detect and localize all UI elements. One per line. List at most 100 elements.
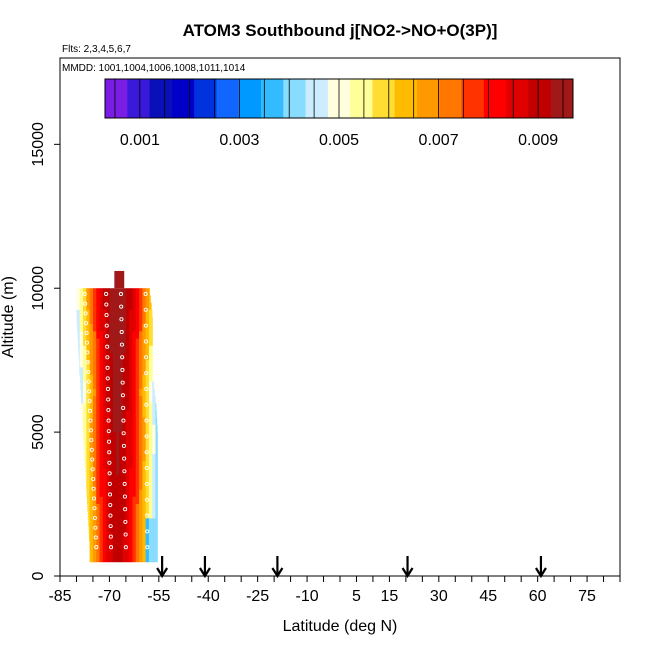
curtain-cell <box>106 504 111 512</box>
curtain-cell <box>96 511 101 520</box>
curtain-cell <box>116 453 120 462</box>
colorbar-swatch <box>350 79 373 118</box>
curtain-cell <box>129 309 134 318</box>
curtain-cell <box>132 525 137 534</box>
curtain-cell <box>125 460 130 469</box>
curtain-cell <box>152 460 157 469</box>
curtain-cell <box>135 482 140 491</box>
curtain-cell <box>139 417 143 426</box>
x-tick-label: -85 <box>48 588 71 605</box>
curtain-cell <box>145 331 150 340</box>
sample-point <box>120 355 125 360</box>
sample-point <box>144 450 149 455</box>
curtain-cell <box>106 295 111 304</box>
curtain-cell <box>99 317 104 325</box>
sample-point <box>145 529 150 534</box>
curtain-cell <box>148 468 153 476</box>
curtain-cell <box>155 453 158 462</box>
curtain-cell <box>92 489 97 498</box>
curtain-cell <box>135 302 140 311</box>
curtain-cell <box>125 424 130 433</box>
curtain-cell <box>92 288 97 297</box>
curtain-cell <box>142 324 147 332</box>
curtain-cell <box>152 403 157 412</box>
curtain-cell <box>122 381 127 390</box>
curtain-cell <box>89 367 94 376</box>
curtain-cell <box>116 540 120 548</box>
curtain-cell <box>89 381 94 390</box>
curtain-cell <box>92 302 97 311</box>
curtain-cell <box>89 302 94 311</box>
chart-subtitle-flights: Flts: 2,3,4,5,6,7 <box>62 44 131 55</box>
sample-point <box>122 456 127 461</box>
curtain-cell <box>81 403 84 412</box>
curtain-cell <box>132 331 137 340</box>
curtain-cell <box>96 374 101 383</box>
curtain-cell <box>148 288 150 297</box>
curtain-cell <box>86 453 91 462</box>
curtain-cell <box>129 388 134 397</box>
curtain-cell <box>145 288 150 297</box>
curtain-cell <box>112 518 117 527</box>
curtain-cell <box>116 396 120 404</box>
sample-point <box>107 450 112 455</box>
y-tick-label: 5000 <box>30 414 47 450</box>
curtain-cell <box>125 453 130 462</box>
curtain-cell <box>83 331 87 340</box>
curtain-cell <box>112 417 117 426</box>
curtain-cell <box>116 331 120 340</box>
curtain-cell <box>135 388 140 397</box>
sample-point <box>94 545 99 550</box>
curtain-cell <box>102 532 107 541</box>
curtain-cell <box>89 540 94 548</box>
curtain-cell <box>99 432 104 440</box>
curtain-cell <box>119 496 124 505</box>
curtain-cell <box>83 417 87 426</box>
curtain-cell <box>102 396 107 404</box>
curtain-cell <box>112 345 117 354</box>
curtain-cell <box>77 331 81 340</box>
curtain-cell <box>99 460 104 469</box>
curtain-cell <box>99 381 104 390</box>
colorbar-swatch <box>550 79 574 118</box>
curtain-cell <box>129 360 134 368</box>
sample-point <box>123 532 128 537</box>
curtain-cell <box>96 345 101 354</box>
sample-point <box>144 386 149 391</box>
colorbar-swatch <box>283 79 307 118</box>
curtain-cell <box>112 554 117 563</box>
curtain-cell <box>142 302 147 311</box>
curtain-cell <box>129 460 134 469</box>
colorbar-swatch <box>372 79 396 118</box>
curtain-cell <box>99 309 104 318</box>
curtain-cell <box>145 432 150 440</box>
curtain-cell <box>142 460 147 469</box>
sample-point <box>107 492 113 497</box>
curtain-cell <box>135 432 140 440</box>
curtain-cell <box>109 432 114 440</box>
curtain-cell <box>116 352 120 361</box>
curtain-cell <box>119 417 124 426</box>
curtain-cell <box>155 410 157 419</box>
colorbar-swatch <box>483 79 507 118</box>
curtain-cell <box>99 360 104 368</box>
curtain-cell <box>106 460 111 469</box>
curtain-cell <box>132 439 137 448</box>
curtain-cell <box>83 295 87 304</box>
curtain-cell <box>76 288 81 297</box>
curtain-cell <box>132 324 137 332</box>
curtain-cell <box>89 518 94 527</box>
curtain-cell <box>139 388 143 397</box>
curtain-cell <box>102 540 107 548</box>
curtain-cell <box>148 403 153 412</box>
curtain-cell <box>99 295 104 304</box>
curtain-cell <box>129 345 134 354</box>
curtain-cell <box>142 554 147 563</box>
curtain-cell <box>142 295 147 304</box>
curtain-cell <box>92 547 97 556</box>
curtain-cell <box>125 309 130 318</box>
curtain-cell <box>96 424 101 433</box>
curtain-cell <box>122 396 127 404</box>
curtain-cell <box>116 439 120 448</box>
curtain-cell <box>135 460 140 469</box>
